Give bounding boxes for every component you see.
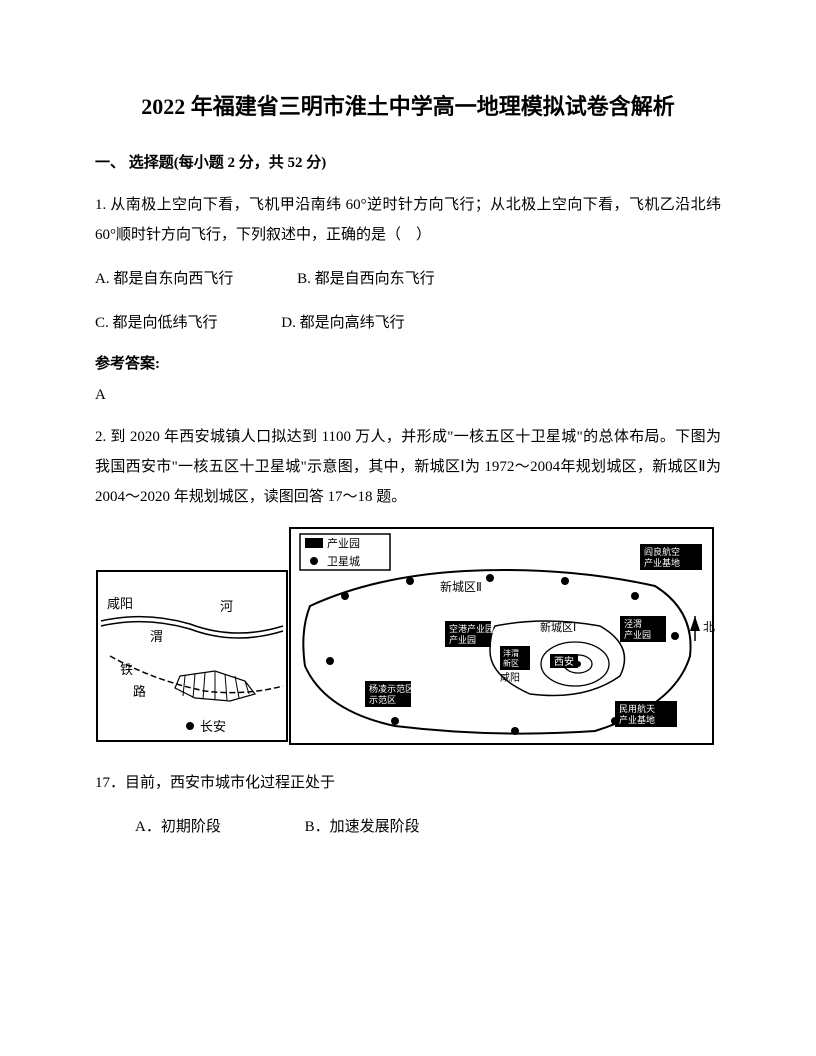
section-heading: 一、 选择题(每小题 2 分，共 52 分) — [95, 151, 721, 172]
xianyang-label: 咸阳 — [107, 596, 133, 611]
svg-text:示范区: 示范区 — [369, 694, 396, 705]
q1-options-row2: C. 都是向低纬飞行 D. 都是向高纬飞行 — [95, 308, 721, 338]
river-label: 河 — [220, 599, 233, 614]
legend-satellite: 卫星城 — [327, 555, 360, 568]
svg-text:产业基地: 产业基地 — [644, 557, 680, 568]
zone2-label: 新城区Ⅱ — [440, 579, 482, 594]
rail-label: 铁 — [120, 662, 133, 677]
north-label: 北 — [703, 620, 715, 634]
q17-opt-a: A．初期阶段 — [135, 812, 221, 842]
svg-text:新区: 新区 — [503, 658, 519, 668]
q1-opt-b: B. 都是自西向东飞行 — [297, 264, 435, 294]
q1-opt-a: A. 都是自东向西飞行 — [95, 264, 233, 294]
q17-opt-b: B．加速发展阶段 — [305, 812, 420, 842]
q17-text: 17．目前，西安市城市化过程正处于 — [95, 768, 721, 798]
svg-text:产业园: 产业园 — [624, 629, 651, 640]
xa-label: 西安 — [554, 655, 574, 668]
yh-label: 阎良航空 — [644, 546, 680, 557]
wei-label: 渭 — [150, 629, 163, 644]
xy2-label: 咸阳 — [500, 672, 520, 684]
q17-options: A．初期阶段 B．加速发展阶段 — [95, 812, 721, 842]
yl-label: 杨凌示范区 — [369, 683, 414, 694]
svg-text:产业园: 产业园 — [449, 634, 476, 645]
svg-text:产业基地: 产业基地 — [619, 714, 655, 725]
q1-opt-d: D. 都是向高纬飞行 — [281, 308, 404, 338]
q2-text: 2. 到 2020 年西安城镇人口拟达到 1100 万人，并形成"一核五区十卫星… — [95, 422, 721, 512]
mh-label: 民用航天 — [619, 703, 655, 714]
changan-label: 长安 — [200, 719, 226, 734]
kg-label: 空港产业园 — [449, 623, 494, 634]
q1-answer: A — [95, 387, 721, 404]
fx-label: 沣渭 — [503, 648, 519, 658]
legend-industrial: 产业园 — [327, 536, 360, 550]
q1-text: 1. 从南极上空向下看，飞机甲沿南纬 60°逆时针方向飞行；从北极上空向下看，飞… — [95, 190, 721, 250]
q1-opt-c: C. 都是向低纬飞行 — [95, 308, 218, 338]
q1-options-row1: A. 都是自东向西飞行 B. 都是自西向东飞行 — [95, 264, 721, 294]
page-title: 2022 年福建省三明市淮土中学高一地理模拟试卷含解析 — [95, 90, 721, 123]
road-label: 路 — [133, 684, 146, 699]
jw-label: 泾渭 — [624, 618, 642, 629]
map-figure: 产业园 卫星城 新城区Ⅱ 新城区Ⅰ — [95, 526, 721, 746]
answer-label: 参考答案: — [95, 352, 721, 373]
zone1-label: 新城区Ⅰ — [540, 620, 576, 634]
